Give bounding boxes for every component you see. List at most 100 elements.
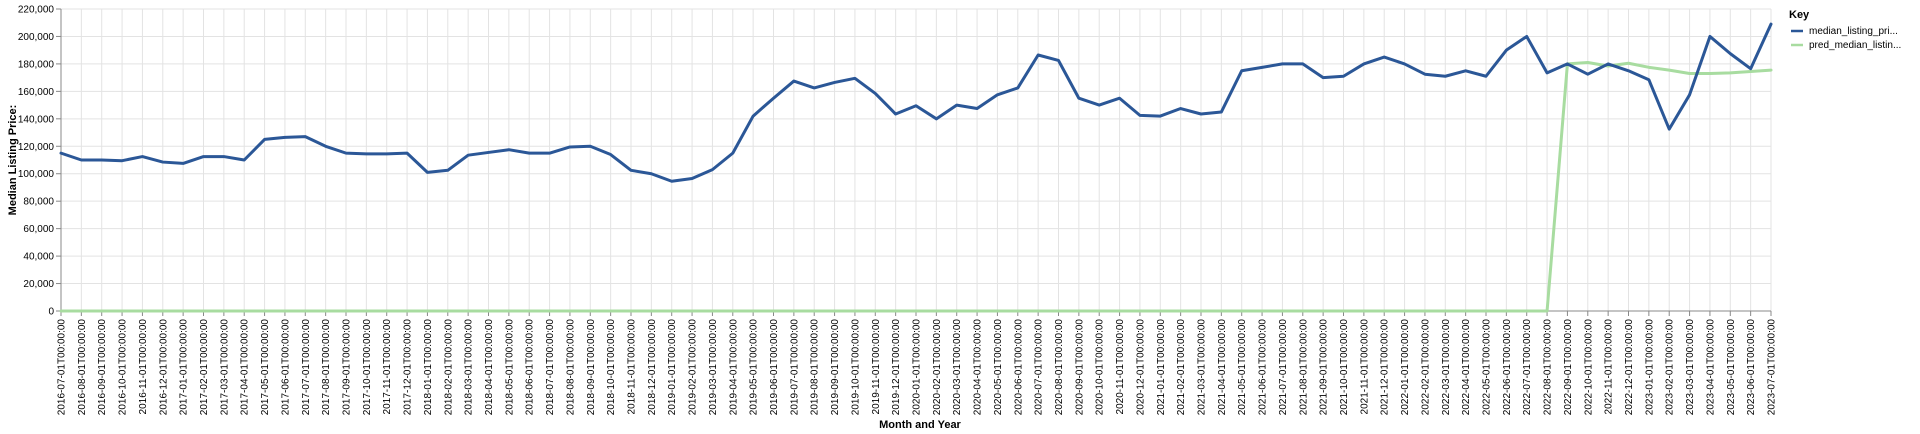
x-tick-label: 2020-04-01T00:00:00 <box>973 319 984 416</box>
x-tick-label: 2021-07-01T00:00:00 <box>1278 319 1289 416</box>
x-tick-label: 2020-01-01T00:00:00 <box>912 319 923 416</box>
x-tick-label: 2020-05-01T00:00:00 <box>993 319 1004 416</box>
legend-entry-label: pred_median_listin... <box>1809 40 1901 51</box>
x-tick-label: 2018-04-01T00:00:00 <box>484 319 495 416</box>
x-tick-label: 2022-02-01T00:00:00 <box>1420 319 1431 416</box>
x-tick-label: 2020-02-01T00:00:00 <box>932 319 943 416</box>
x-tick-label: 2017-06-01T00:00:00 <box>280 319 291 416</box>
x-tick-label: 2021-12-01T00:00:00 <box>1380 319 1391 416</box>
x-tick-label: 2017-05-01T00:00:00 <box>260 319 271 416</box>
x-tick-label: 2021-11-01T00:00:00 <box>1359 319 1370 415</box>
x-tick-label: 2017-10-01T00:00:00 <box>362 319 373 416</box>
y-axis-title: Median Listing Price: <box>7 105 19 216</box>
x-tick-label: 2022-04-01T00:00:00 <box>1461 319 1472 416</box>
x-tick-label: 2020-07-01T00:00:00 <box>1034 319 1045 416</box>
x-tick-label: 2022-11-01T00:00:00 <box>1604 319 1615 415</box>
y-tick-label: 140,000 <box>18 114 55 125</box>
x-tick-label: 2016-10-01T00:00:00 <box>118 319 129 416</box>
x-tick-label: 2023-07-01T00:00:00 <box>1767 319 1778 416</box>
x-tick-label: 2017-03-01T00:00:00 <box>219 319 230 416</box>
x-tick-label: 2019-09-01T00:00:00 <box>830 319 841 416</box>
x-tick-label: 2019-10-01T00:00:00 <box>850 319 861 416</box>
x-tick-label: 2020-12-01T00:00:00 <box>1135 319 1146 416</box>
x-tick-label: 2022-05-01T00:00:00 <box>1482 319 1493 416</box>
x-tick-label: 2021-04-01T00:00:00 <box>1217 319 1228 416</box>
y-tick-label: 160,000 <box>18 87 55 98</box>
x-tick-label: 2021-08-01T00:00:00 <box>1298 319 1309 416</box>
x-tick-label: 2017-04-01T00:00:00 <box>240 319 251 416</box>
x-tick-label: 2021-03-01T00:00:00 <box>1197 319 1208 416</box>
x-tick-label: 2021-10-01T00:00:00 <box>1339 319 1350 416</box>
x-tick-label: 2018-01-01T00:00:00 <box>423 319 434 416</box>
y-tick-label: 80,000 <box>23 197 54 208</box>
x-tick-label: 2022-07-01T00:00:00 <box>1522 319 1533 416</box>
x-axis-title: Month and Year <box>879 419 961 431</box>
y-tick-label: 200,000 <box>18 32 55 43</box>
x-tick-label: 2017-07-01T00:00:00 <box>301 319 312 416</box>
x-tick-label: 2022-09-01T00:00:00 <box>1563 319 1574 416</box>
x-tick-label: 2021-09-01T00:00:00 <box>1319 319 1330 416</box>
x-tick-label: 2019-03-01T00:00:00 <box>708 319 719 416</box>
x-tick-label: 2016-12-01T00:00:00 <box>158 319 169 416</box>
x-tick-label: 2018-09-01T00:00:00 <box>586 319 597 416</box>
x-tick-label: 2018-06-01T00:00:00 <box>525 319 536 416</box>
x-tick-label: 2019-08-01T00:00:00 <box>810 319 821 416</box>
x-tick-label: 2016-08-01T00:00:00 <box>77 319 88 416</box>
x-tick-label: 2019-01-01T00:00:00 <box>667 319 678 416</box>
x-tick-label: 2023-03-01T00:00:00 <box>1685 319 1696 416</box>
x-tick-label: 2020-06-01T00:00:00 <box>1013 319 1024 416</box>
x-tick-label: 2019-06-01T00:00:00 <box>769 319 780 416</box>
series-lines <box>59 22 1773 313</box>
x-tick-label: 2020-09-01T00:00:00 <box>1074 319 1085 416</box>
x-tick-label: 2022-08-01T00:00:00 <box>1543 319 1554 416</box>
x-tick-label: 2021-02-01T00:00:00 <box>1176 319 1187 416</box>
y-tick-label: 20,000 <box>23 279 54 290</box>
x-tick-label: 2017-01-01T00:00:00 <box>179 319 190 416</box>
gridlines <box>60 8 1772 312</box>
legend-items: median_listing_pri... pred_median_listin.… <box>1791 26 1901 51</box>
y-tick-label: 40,000 <box>23 252 54 263</box>
x-tick-label: 2017-02-01T00:00:00 <box>199 319 210 416</box>
y-tick-label: 60,000 <box>23 224 54 235</box>
x-tick-label: 2019-11-01T00:00:00 <box>871 319 882 415</box>
x-tick-label: 2019-07-01T00:00:00 <box>789 319 800 416</box>
x-tick-label: 2017-11-01T00:00:00 <box>382 319 393 415</box>
x-tick-label: 2018-08-01T00:00:00 <box>565 319 576 416</box>
x-tick-label: 2022-01-01T00:00:00 <box>1400 319 1411 416</box>
x-tick-label: 2018-02-01T00:00:00 <box>443 319 454 416</box>
x-tick-label: 2019-04-01T00:00:00 <box>728 319 739 416</box>
x-tick-label: 2017-12-01T00:00:00 <box>403 319 414 416</box>
x-tick-label: 2022-10-01T00:00:00 <box>1583 319 1594 416</box>
y-axis: 0 20,000 40,000 60,000 80,000 100,000 120,000 1… <box>18 5 62 318</box>
x-tick-label: 2019-02-01T00:00:00 <box>688 319 699 416</box>
series-line-2 <box>59 61 1773 313</box>
x-tick-label: 2018-10-01T00:00:00 <box>606 319 617 416</box>
x-tick-label: 2020-10-01T00:00:00 <box>1095 319 1106 416</box>
x-tick-label: 2018-03-01T00:00:00 <box>464 319 475 416</box>
x-tick-label: 2016-09-01T00:00:00 <box>97 319 108 416</box>
x-tick-label: 2021-06-01T00:00:00 <box>1258 319 1269 416</box>
x-axis: 2016-07-01T00:00:00 2016-08-01T00:00:00 20… <box>57 310 1778 416</box>
x-tick-label: 2018-12-01T00:00:00 <box>647 319 658 416</box>
x-tick-label: 2020-11-01T00:00:00 <box>1115 319 1126 415</box>
x-tick-label: 2023-06-01T00:00:00 <box>1746 319 1757 416</box>
x-tick-label: 2021-05-01T00:00:00 <box>1237 319 1248 416</box>
x-tick-label: 2020-03-01T00:00:00 <box>952 319 963 416</box>
x-tick-label: 2019-05-01T00:00:00 <box>749 319 760 416</box>
x-tick-label: 2023-02-01T00:00:00 <box>1665 319 1676 416</box>
y-tick-label: 100,000 <box>18 169 55 180</box>
y-tick-label: 0 <box>48 307 54 318</box>
x-tick-label: 2023-05-01T00:00:00 <box>1726 319 1737 416</box>
x-tick-label: 2018-05-01T00:00:00 <box>504 319 515 416</box>
x-tick-label: 2020-08-01T00:00:00 <box>1054 319 1065 416</box>
series-line-1 <box>59 22 1773 183</box>
x-tick-label: 2022-12-01T00:00:00 <box>1624 319 1635 416</box>
y-tick-label: 120,000 <box>18 142 55 153</box>
x-tick-label: 2022-06-01T00:00:00 <box>1502 319 1513 416</box>
x-tick-label: 2021-01-01T00:00:00 <box>1156 319 1167 416</box>
x-tick-label: 2023-01-01T00:00:00 <box>1644 319 1655 416</box>
x-tick-label: 2018-07-01T00:00:00 <box>545 319 556 416</box>
legend: Key median_listing_pri... pred_median_lis… <box>1789 9 1901 51</box>
x-tick-label: 2019-12-01T00:00:00 <box>891 319 902 416</box>
